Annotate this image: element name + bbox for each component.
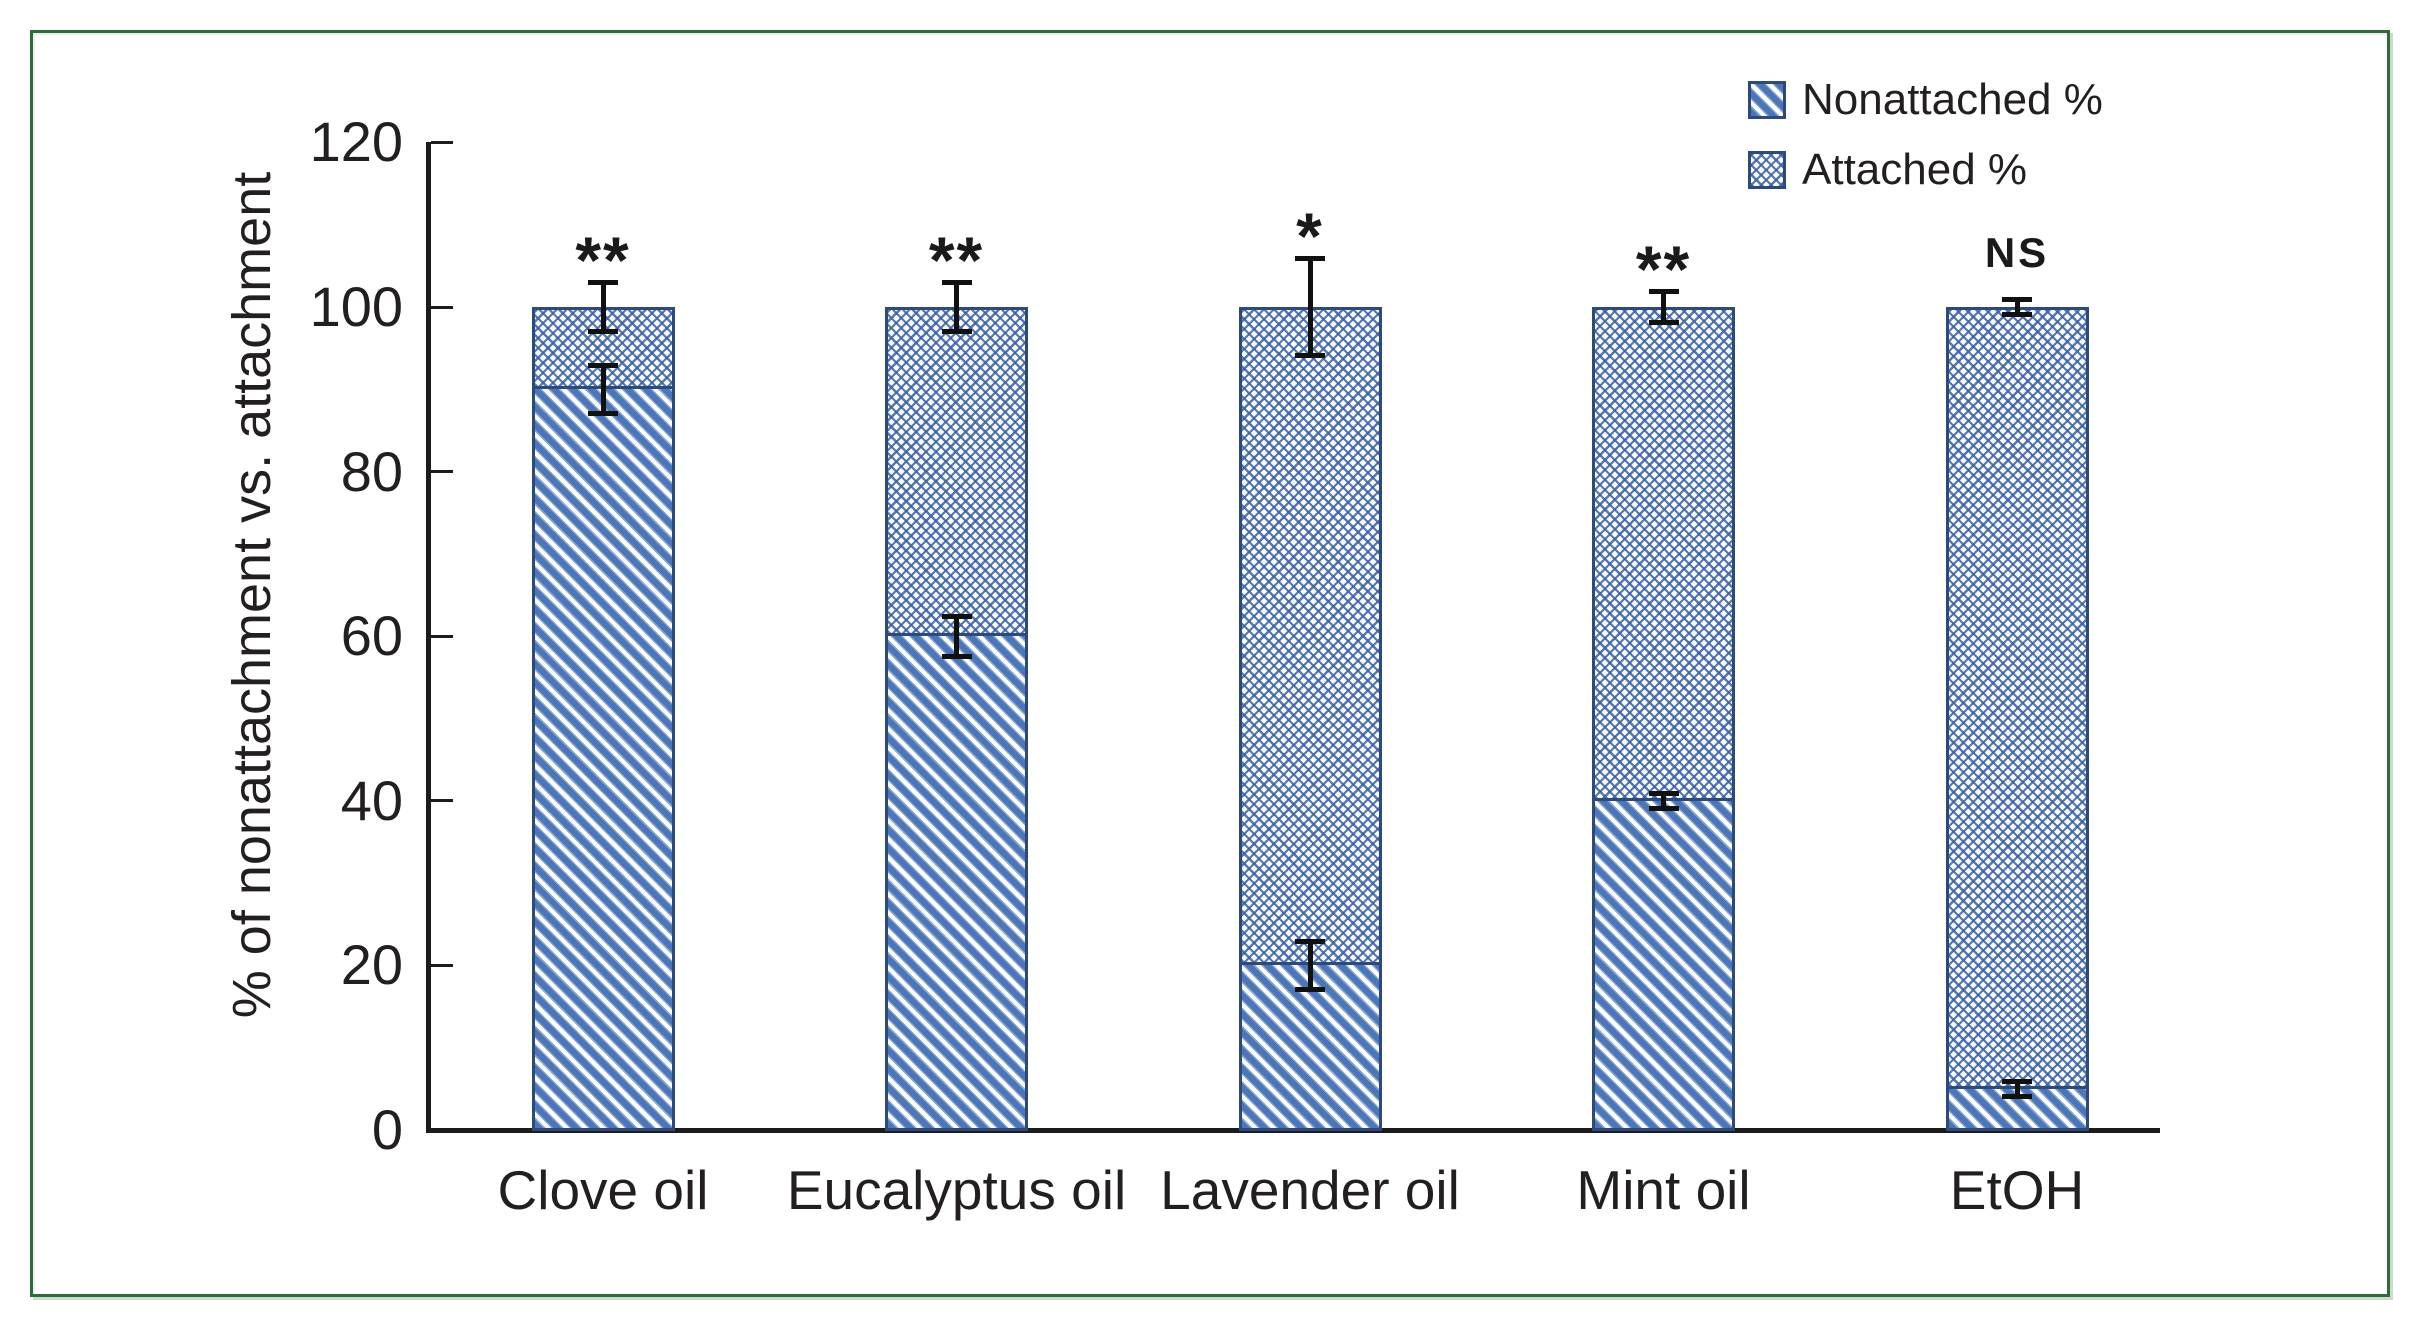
- nonattached-pattern-swatch-icon: [1748, 81, 1786, 119]
- y-tick-label: 0: [371, 1098, 403, 1161]
- legend-label-attached: Attached %: [1802, 145, 2028, 194]
- error-bar-total-clove-oil-cap-top: [588, 280, 618, 286]
- x-axis-label-eucalyptus-oil: Eucalyptus oil: [786, 1159, 1127, 1221]
- x-axis-label-etoh: EtOH: [1949, 1159, 2085, 1221]
- error-bar-total-lavender-oil-cap-bottom: [1295, 353, 1325, 359]
- error-bar-boundary-clove-oil-line: [600, 364, 606, 414]
- y-tick-label: 100: [309, 275, 403, 338]
- x-axis-label-mint-oil: Mint oil: [1576, 1159, 1751, 1221]
- error-bar-boundary-etoh-cap-bottom: [2002, 1094, 2032, 1100]
- legend: Nonattached % Attached %: [1748, 75, 2103, 220]
- significance-label-eucalyptus-oil: **: [928, 223, 985, 298]
- error-bar-boundary-lavender-oil-cap-bottom: [1295, 987, 1325, 993]
- error-bar-total-etoh-cap-top: [2002, 296, 2032, 302]
- bar-segment-nonattached-clove-oil: [531, 389, 675, 1131]
- error-bar-boundary-eucalyptus-oil-line: [954, 615, 959, 657]
- x-axis-label-lavender-oil: Lavender oil: [1160, 1159, 1460, 1221]
- error-bar-boundary-mint-oil-cap-bottom: [1648, 806, 1679, 812]
- y-tick-label: 40: [340, 768, 403, 832]
- y-axis-line: [426, 142, 431, 1133]
- y-tick: [431, 305, 453, 309]
- y-tick: [431, 963, 453, 967]
- error-bar-boundary-eucalyptus-oil-cap-bottom: [941, 653, 972, 659]
- error-bar-total-clove-oil-line: [600, 282, 606, 332]
- error-bar-total-mint-oil-cap-top: [1648, 288, 1679, 294]
- y-tick: [431, 140, 453, 144]
- legend-item-nonattached: Nonattached %: [1748, 75, 2103, 124]
- y-tick-label: 80: [340, 439, 403, 503]
- error-bar-total-etoh-cap-bottom: [2002, 312, 2032, 318]
- bar-segment-nonattached-etoh: [1945, 1088, 2089, 1131]
- y-tick: [431, 1128, 453, 1132]
- significance-label-etoh: NS: [1984, 228, 2050, 276]
- bar-segment-attached-lavender-oil: [1238, 307, 1382, 966]
- bar-segment-nonattached-eucalyptus-oil: [885, 636, 1028, 1131]
- bar-segment-attached-mint-oil: [1592, 307, 1735, 801]
- bar-segment-nonattached-lavender-oil: [1238, 965, 1382, 1131]
- error-bar-total-eucalyptus-oil-cap-top: [941, 280, 972, 286]
- error-bar-boundary-mint-oil-cap-top: [1648, 790, 1679, 796]
- y-tick-label: 60: [340, 604, 403, 668]
- error-bar-boundary-clove-oil-cap-top: [588, 362, 618, 368]
- error-bar-boundary-lavender-oil-line: [1307, 940, 1313, 991]
- attached-pattern-swatch-icon: [1748, 151, 1786, 189]
- error-bar-boundary-eucalyptus-oil-cap-top: [941, 613, 972, 619]
- y-tick: [431, 799, 453, 803]
- bar-segment-nonattached-mint-oil: [1592, 800, 1735, 1131]
- error-bar-boundary-clove-oil-cap-bottom: [588, 410, 618, 416]
- y-tick-label: 120: [309, 110, 403, 174]
- error-bar-total-lavender-oil-cap-top: [1295, 255, 1325, 261]
- error-bar-total-eucalyptus-oil-cap-bottom: [941, 328, 972, 334]
- legend-label-nonattached: Nonattached %: [1802, 75, 2103, 124]
- error-bar-total-etoh-line: [2014, 298, 2020, 316]
- error-bar-total-clove-oil-cap-bottom: [588, 328, 618, 334]
- error-bar-boundary-etoh-cap-top: [2002, 1078, 2032, 1084]
- error-bar-total-mint-oil-cap-bottom: [1648, 320, 1679, 326]
- y-tick-label: 20: [340, 933, 403, 997]
- bar-segment-attached-eucalyptus-oil: [885, 307, 1028, 637]
- error-bar-boundary-etoh-line: [2014, 1080, 2020, 1098]
- significance-label-lavender-oil: *: [1296, 198, 1324, 273]
- error-bar-boundary-lavender-oil-cap-top: [1295, 938, 1325, 944]
- x-axis-label-clove-oil: Clove oil: [497, 1159, 709, 1221]
- significance-label-mint-oil: **: [1635, 231, 1692, 306]
- significance-label-clove-oil: **: [575, 223, 631, 298]
- figure-frame: [30, 30, 2390, 1297]
- error-bar-total-eucalyptus-oil-line: [954, 282, 959, 332]
- y-tick: [431, 634, 453, 638]
- y-tick: [431, 470, 453, 474]
- bar-segment-attached-etoh: [1945, 307, 2089, 1089]
- legend-item-attached: Attached %: [1748, 145, 2103, 194]
- error-bar-total-mint-oil-line: [1661, 290, 1666, 324]
- error-bar-boundary-mint-oil-line: [1661, 792, 1666, 810]
- error-bar-total-lavender-oil-line: [1307, 257, 1313, 357]
